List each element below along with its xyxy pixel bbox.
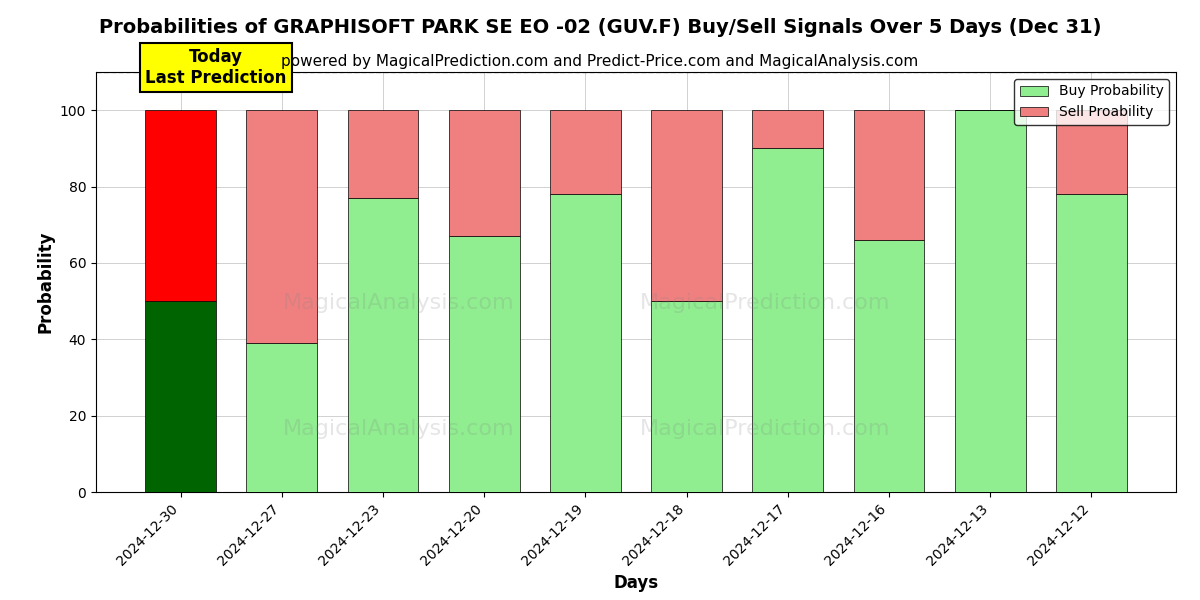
Bar	[145, 301, 216, 492]
Bar	[1056, 194, 1127, 492]
Text: Probabilities of GRAPHISOFT PARK SE EO -02 (GUV.F) Buy/Sell Signals Over 5 Days : Probabilities of GRAPHISOFT PARK SE EO -…	[98, 18, 1102, 37]
Bar	[246, 110, 317, 343]
Bar	[652, 110, 722, 301]
Bar	[652, 301, 722, 492]
Text: MagicalPrediction.com: MagicalPrediction.com	[641, 419, 890, 439]
Bar	[550, 110, 620, 194]
Bar	[955, 110, 1026, 492]
Bar	[449, 236, 520, 492]
Bar	[145, 110, 216, 301]
Bar	[550, 194, 620, 492]
Text: powered by MagicalPrediction.com and Predict-Price.com and MagicalAnalysis.com: powered by MagicalPrediction.com and Pre…	[281, 54, 919, 69]
Text: MagicalAnalysis.com: MagicalAnalysis.com	[282, 293, 515, 313]
Bar	[853, 240, 924, 492]
X-axis label: Days: Days	[613, 574, 659, 592]
Text: MagicalAnalysis.com: MagicalAnalysis.com	[282, 419, 515, 439]
Bar	[1056, 110, 1127, 194]
Bar	[246, 343, 317, 492]
Bar	[752, 110, 823, 148]
Bar	[853, 110, 924, 240]
Y-axis label: Probability: Probability	[36, 231, 54, 333]
Bar	[449, 110, 520, 236]
Bar	[348, 110, 419, 198]
Text: MagicalPrediction.com: MagicalPrediction.com	[641, 293, 890, 313]
Legend: Buy Probability, Sell Proability: Buy Probability, Sell Proability	[1014, 79, 1169, 125]
Bar	[348, 198, 419, 492]
Text: Today
Last Prediction: Today Last Prediction	[145, 49, 287, 87]
Bar	[752, 148, 823, 492]
